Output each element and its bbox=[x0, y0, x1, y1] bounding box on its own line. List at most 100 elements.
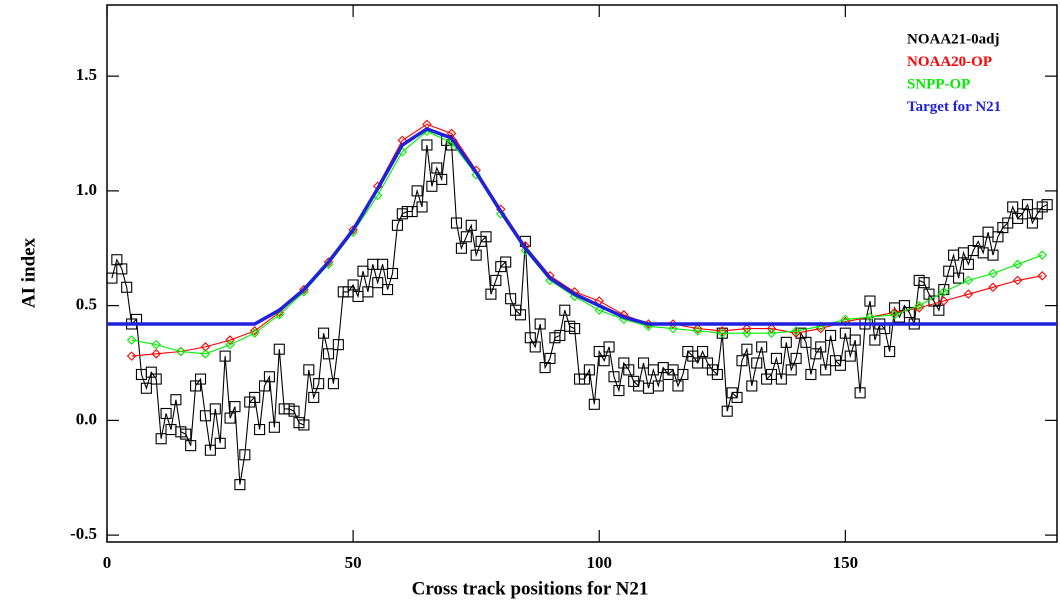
marker bbox=[1007, 201, 1019, 213]
marker bbox=[884, 345, 896, 358]
marker bbox=[933, 304, 945, 316]
marker bbox=[199, 410, 211, 422]
y-tick-label: 1.5 bbox=[76, 65, 97, 84]
marker bbox=[1041, 199, 1053, 211]
y-tick-label: 1.0 bbox=[76, 180, 97, 199]
marker bbox=[263, 371, 275, 383]
marker bbox=[756, 341, 768, 353]
marker bbox=[106, 272, 118, 284]
marker bbox=[849, 334, 861, 346]
marker bbox=[450, 217, 463, 229]
marker bbox=[155, 433, 167, 445]
marker bbox=[963, 289, 974, 299]
marker bbox=[347, 279, 359, 291]
marker bbox=[1021, 199, 1034, 211]
marker bbox=[170, 394, 182, 406]
marker bbox=[903, 306, 915, 319]
marker bbox=[583, 364, 595, 376]
marker bbox=[746, 380, 758, 392]
marker bbox=[839, 327, 851, 339]
marker bbox=[864, 295, 876, 307]
marker bbox=[249, 328, 260, 338]
marker bbox=[322, 348, 335, 360]
marker bbox=[988, 268, 998, 279]
marker bbox=[717, 326, 728, 336]
marker bbox=[751, 357, 763, 369]
y-tick-label: -0.5 bbox=[70, 524, 97, 543]
series-line bbox=[131, 123, 1043, 357]
legend-entry: Target for N21 bbox=[907, 99, 1001, 115]
marker bbox=[470, 249, 482, 261]
x-tick-label: 50 bbox=[345, 553, 362, 572]
marker bbox=[943, 265, 955, 277]
marker bbox=[820, 364, 832, 376]
marker bbox=[194, 373, 207, 385]
marker bbox=[209, 403, 221, 415]
marker bbox=[736, 355, 748, 367]
marker bbox=[637, 357, 650, 369]
marker bbox=[176, 346, 186, 357]
marker bbox=[239, 449, 251, 461]
marker bbox=[121, 281, 133, 293]
marker bbox=[273, 343, 285, 355]
series-line bbox=[107, 126, 1057, 326]
marker bbox=[416, 201, 428, 213]
marker bbox=[185, 440, 197, 452]
marker bbox=[692, 326, 703, 336]
marker bbox=[588, 398, 600, 410]
marker bbox=[918, 277, 930, 289]
marker bbox=[225, 339, 235, 350]
marker bbox=[372, 277, 384, 289]
marker bbox=[766, 328, 777, 338]
marker bbox=[692, 323, 703, 334]
y-axis-label: AI index bbox=[18, 237, 39, 308]
marker bbox=[721, 405, 733, 417]
marker bbox=[151, 349, 162, 359]
x-tick-label: 150 bbox=[833, 553, 859, 572]
marker bbox=[200, 342, 211, 352]
marker bbox=[391, 219, 403, 231]
marker bbox=[613, 384, 625, 397]
marker bbox=[249, 326, 260, 336]
marker bbox=[805, 368, 817, 381]
marker bbox=[268, 421, 280, 433]
marker bbox=[224, 412, 236, 424]
marker bbox=[431, 162, 443, 174]
marker bbox=[150, 373, 162, 385]
marker bbox=[939, 287, 949, 297]
series-line bbox=[111, 139, 1048, 485]
marker bbox=[505, 293, 517, 305]
marker bbox=[962, 258, 974, 270]
marker bbox=[303, 364, 315, 376]
marker bbox=[126, 351, 137, 361]
marker bbox=[869, 334, 881, 346]
marker bbox=[775, 373, 787, 385]
marker bbox=[825, 329, 837, 342]
marker bbox=[544, 352, 556, 364]
marker bbox=[569, 323, 581, 335]
marker bbox=[357, 265, 369, 277]
marker bbox=[426, 180, 438, 192]
marker bbox=[742, 323, 752, 334]
marker bbox=[1037, 271, 1048, 281]
marker bbox=[711, 368, 723, 381]
marker bbox=[160, 407, 172, 420]
marker bbox=[953, 272, 965, 284]
marker bbox=[214, 437, 226, 449]
marker bbox=[460, 231, 472, 243]
marker bbox=[362, 286, 374, 298]
marker bbox=[490, 274, 502, 286]
marker bbox=[219, 350, 231, 362]
marker bbox=[741, 343, 753, 355]
marker bbox=[140, 382, 152, 394]
marker bbox=[594, 305, 605, 315]
marker bbox=[800, 336, 812, 348]
marker bbox=[770, 352, 782, 364]
marker bbox=[500, 256, 512, 268]
marker bbox=[411, 185, 423, 197]
marker bbox=[480, 231, 492, 243]
marker bbox=[988, 282, 998, 293]
marker bbox=[623, 364, 635, 376]
marker bbox=[785, 364, 797, 376]
marker bbox=[972, 235, 984, 247]
